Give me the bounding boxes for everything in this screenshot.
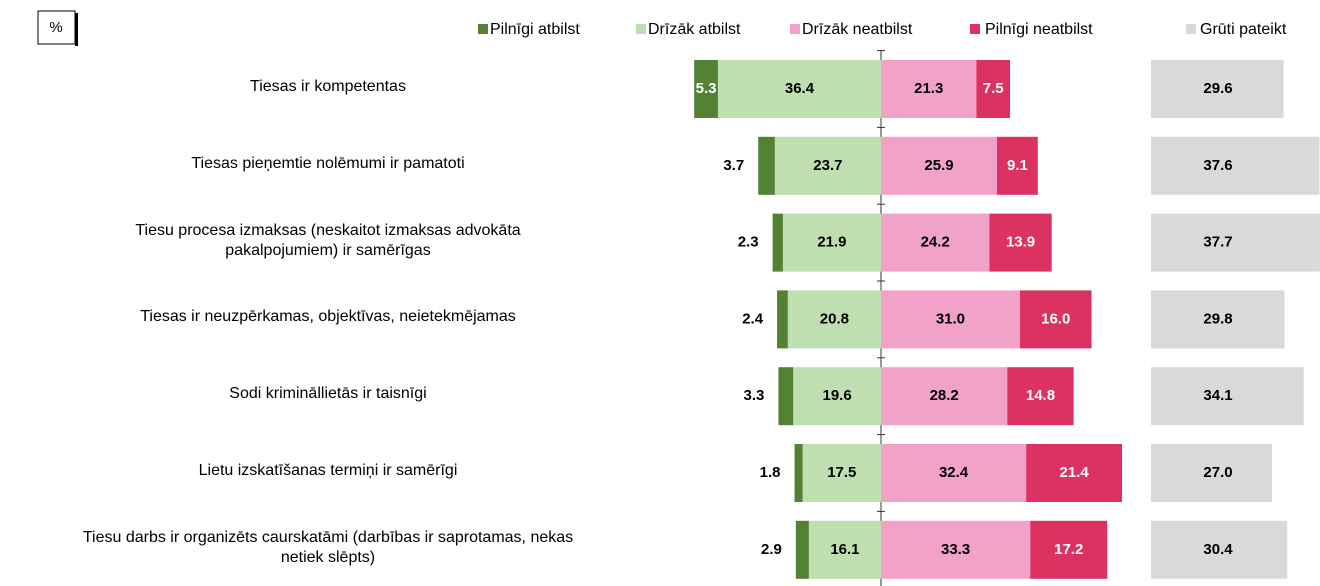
bar-segment: [881, 60, 977, 118]
value-label: 32.4: [939, 464, 969, 481]
bar-segment: [1007, 367, 1074, 426]
bar-segment: [881, 520, 1031, 579]
bar-segment: [772, 213, 783, 272]
value-label: 2.4: [742, 310, 764, 327]
category-label: Tiesu procesa izmaksas (neskaitot izmaks…: [135, 221, 521, 259]
category-label: Sodi krimināllietās ir taisnīgi: [229, 385, 427, 403]
value-label: 25.9: [924, 157, 953, 174]
value-label: 21.3: [914, 80, 943, 97]
bar-segment: [1151, 367, 1304, 426]
value-label: 5.3: [696, 80, 717, 97]
bar-segment: [989, 213, 1052, 272]
value-label: 2.9: [761, 541, 782, 558]
bar-segment: [802, 444, 881, 502]
value-label: 37.6: [1203, 157, 1232, 174]
category-label: Lietu izskatīšanas termiņi ir samērīgi: [198, 462, 458, 479]
category-label: Tiesas ir neuzpērkamas, objektīvas, neie…: [140, 308, 516, 326]
bar-segment: [694, 60, 718, 118]
value-label: 21.9: [817, 234, 846, 251]
value-label: 3.7: [723, 157, 744, 174]
bar-segment: [774, 136, 881, 195]
value-label: 36.4: [785, 80, 815, 97]
bar-segment: [881, 367, 1008, 426]
bar-segment: [881, 444, 1027, 502]
value-label: 27.0: [1203, 464, 1232, 481]
unit-label: %: [49, 19, 62, 36]
legend-swatch: [970, 24, 980, 34]
unit-box-shadow: [75, 13, 78, 46]
bar-segment: [1151, 136, 1320, 195]
bar-segment: [881, 290, 1020, 349]
category-label: Tiesu darbs ir organizēts caurskatāmi (d…: [82, 528, 574, 566]
bar-segment: [1030, 520, 1108, 579]
value-label: 16.0: [1041, 310, 1070, 327]
legend-swatch: [636, 24, 646, 34]
value-label: 28.2: [930, 387, 959, 404]
category-label: Tiesas pieņemtie nolēmumi ir pamatoti: [191, 154, 465, 172]
unit-box: [37, 10, 76, 45]
legend-swatch: [1186, 24, 1196, 34]
value-label: 14.8: [1026, 387, 1055, 404]
bar-segment: [1151, 290, 1285, 349]
value-label: 24.2: [921, 234, 950, 251]
value-label: 30.4: [1203, 541, 1233, 558]
value-label: 1.8: [760, 464, 781, 481]
legend-swatch: [478, 24, 488, 34]
bar-segment: [976, 60, 1011, 118]
bar-segment: [1151, 520, 1288, 579]
bar-segment: [808, 520, 881, 579]
bar-segment: [717, 60, 881, 118]
category-label: Tiesas ir kompetentas: [250, 78, 406, 95]
value-label: 16.1: [830, 541, 859, 558]
bar-segment: [793, 367, 881, 426]
value-label: 9.1: [1007, 157, 1028, 174]
legend-label: Pilnīgi neatbilst: [985, 21, 1093, 38]
value-label: 31.0: [936, 310, 965, 327]
value-label: 34.1: [1203, 387, 1232, 404]
value-label: 23.7: [813, 157, 842, 174]
bar-segment: [881, 213, 990, 272]
bar-segment: [881, 136, 998, 195]
bar-segment: [782, 213, 881, 272]
bar-segment: [787, 290, 881, 349]
value-label: 29.6: [1203, 80, 1232, 97]
value-label: 13.9: [1006, 234, 1035, 251]
legend-swatch: [790, 24, 800, 34]
value-label: 3.3: [744, 387, 765, 404]
legend-label: Grūti pateikt: [1200, 21, 1287, 38]
value-label: 2.3: [738, 234, 759, 251]
legend-label: Drīzāk neatbilst: [802, 21, 913, 38]
bar-segment: [1026, 444, 1123, 502]
value-label: 19.6: [822, 387, 851, 404]
bar-segment: [795, 520, 809, 579]
bar-segment: [1151, 213, 1320, 272]
bar-segment: [1151, 444, 1272, 502]
value-label: 7.5: [983, 80, 1004, 97]
bar-segment: [794, 444, 803, 502]
bar-segment: [758, 136, 775, 195]
bar-segment: [1151, 60, 1284, 118]
value-label: 21.4: [1059, 464, 1089, 481]
value-label: 37.7: [1203, 234, 1232, 251]
bar-segment: [778, 367, 794, 426]
value-label: 33.3: [941, 541, 970, 558]
bar-segment: [1019, 290, 1092, 349]
value-label: 17.5: [827, 464, 856, 481]
legend-label: Pilnīgi atbilst: [490, 21, 580, 38]
bar-segment: [997, 136, 1038, 195]
legend-label: Drīzāk atbilst: [648, 21, 741, 38]
value-label: 17.2: [1054, 541, 1083, 558]
value-label: 29.8: [1203, 310, 1232, 327]
value-label: 20.8: [820, 310, 849, 327]
bar-segment: [777, 290, 788, 349]
